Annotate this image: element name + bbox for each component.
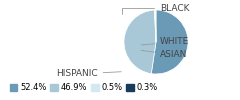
Text: WHITE: WHITE: [141, 38, 189, 46]
Wedge shape: [155, 10, 156, 42]
Legend: 52.4%, 46.9%, 0.5%, 0.3%: 52.4%, 46.9%, 0.5%, 0.3%: [6, 80, 161, 96]
Wedge shape: [151, 10, 188, 74]
Wedge shape: [124, 10, 156, 74]
Text: BLACK: BLACK: [122, 4, 190, 14]
Wedge shape: [154, 10, 156, 42]
Text: ASIAN: ASIAN: [141, 50, 187, 59]
Text: HISPANIC: HISPANIC: [56, 70, 121, 78]
